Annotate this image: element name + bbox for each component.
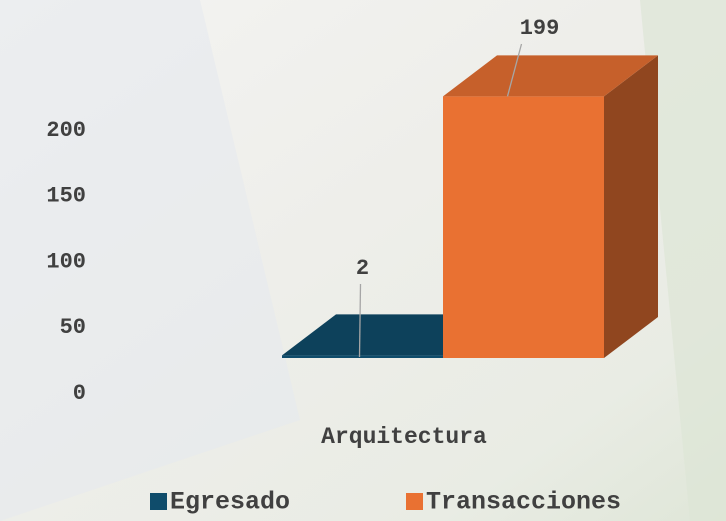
y-tick-label: 200	[46, 118, 86, 143]
bar-front	[282, 355, 443, 358]
y-tick-label: 50	[60, 315, 86, 340]
data-label: 2	[356, 256, 369, 281]
data-label: 199	[520, 16, 560, 41]
y-tick-label: 150	[46, 184, 86, 209]
y-tick-label: 100	[46, 249, 86, 274]
y-tick-label: 0	[73, 381, 86, 406]
legend-swatch	[150, 493, 167, 510]
legend-label: Transacciones	[426, 488, 621, 517]
chart: 0 50 100 150 200 2 199 Arquitectura Egresado Tran…	[0, 0, 726, 521]
x-tick-label: Arquitectura	[321, 424, 487, 450]
legend-label: Egresado	[170, 488, 290, 517]
bar-front	[443, 96, 604, 358]
bar-side	[604, 55, 658, 358]
legend-swatch	[406, 493, 423, 510]
